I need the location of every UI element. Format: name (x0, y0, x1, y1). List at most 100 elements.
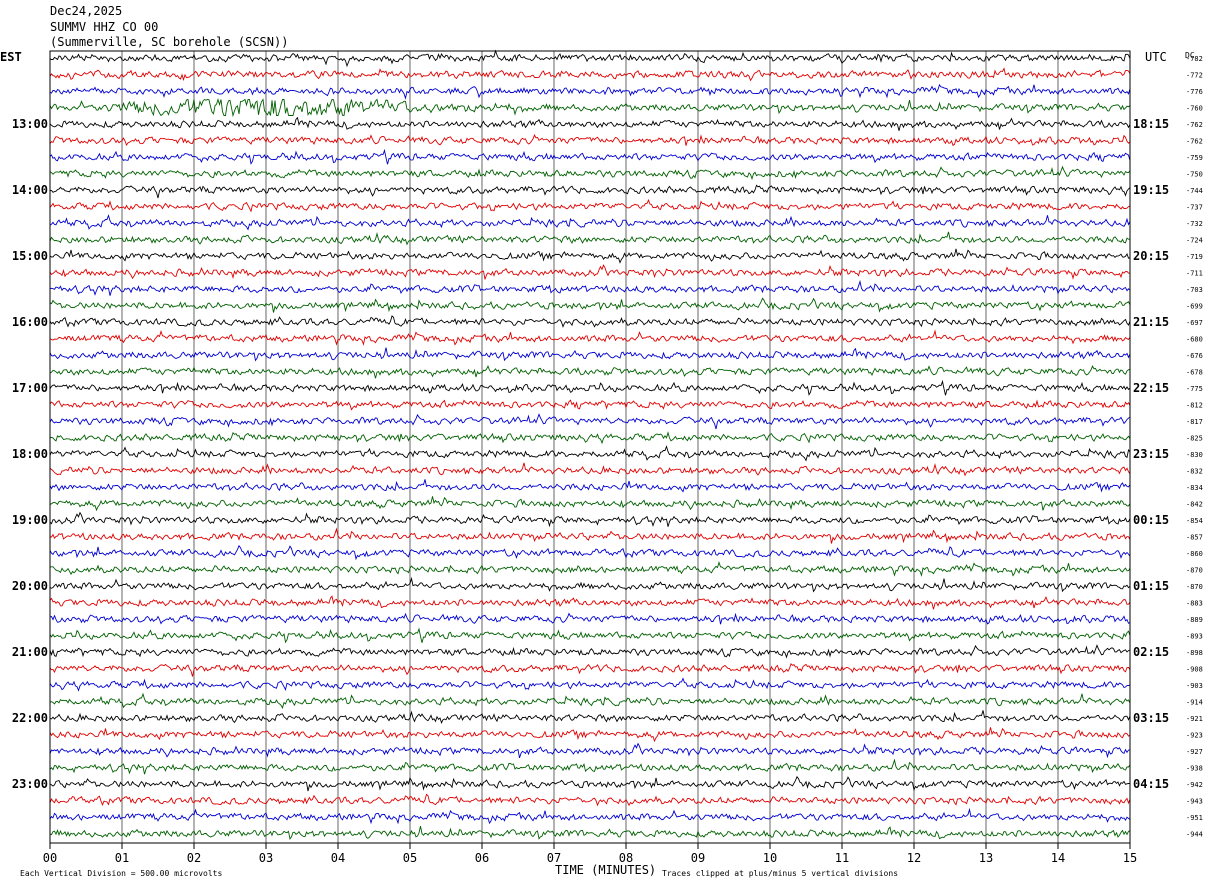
dc-offset-label: -711 (1186, 270, 1203, 278)
seismic-trace (49, 231, 1131, 246)
x-tick-label: 03 (259, 851, 273, 865)
x-tick-label: 10 (763, 851, 777, 865)
dc-offset-label: -825 (1186, 435, 1203, 443)
seismic-traces (49, 49, 1131, 841)
right-hour-label: 22:15 (1133, 381, 1169, 395)
left-hour-label: 18:00 (12, 447, 48, 461)
dc-offset-label: -943 (1186, 798, 1203, 806)
x-tick-label: 14 (1051, 851, 1065, 865)
seismic-trace (49, 758, 1131, 775)
x-tick-label: 07 (547, 851, 561, 865)
seismic-trace (49, 347, 1131, 362)
dc-offset-label: -938 (1186, 765, 1203, 773)
dc-label: DC (1185, 51, 1195, 60)
x-tick-labels: 00 01 02 03 04 05 06 07 08 09 10 11 12 13 14 15 (43, 843, 1137, 865)
seismic-trace (49, 742, 1131, 759)
right-hour-label: 04:15 (1133, 777, 1169, 791)
dc-offset-label: -772 (1186, 72, 1203, 80)
seismic-trace (49, 662, 1131, 677)
dc-offset-label: -842 (1186, 501, 1203, 509)
dc-offset-label: -860 (1186, 550, 1203, 558)
x-tick-label: 01 (115, 851, 129, 865)
clip-note: Traces clipped at plus/minus 5 vertical … (662, 869, 898, 878)
dc-offset-label: -737 (1186, 204, 1203, 212)
dc-offset-label: -759 (1186, 154, 1203, 162)
dc-offset-label: -830 (1186, 451, 1203, 459)
dc-offset-labels: -782 -772 -776 -760 -762 -762 -759 -750 -744 -737… (1186, 55, 1203, 839)
x-tick-label: 06 (475, 851, 489, 865)
right-hour-label: 02:15 (1133, 645, 1169, 659)
seismic-trace (49, 116, 1131, 131)
dc-offset-label: -697 (1186, 319, 1203, 327)
left-timezone-label: EST (0, 50, 22, 64)
dc-offset-label: -719 (1186, 253, 1203, 261)
seismic-trace (49, 462, 1131, 477)
dc-offset-label: -903 (1186, 682, 1203, 690)
dc-offset-label: -908 (1186, 666, 1203, 674)
x-tick-label: 02 (187, 851, 201, 865)
seismic-trace (49, 627, 1131, 644)
seismic-trace (49, 134, 1131, 147)
chart-header: Dec24,2025 SUMMV HHZ CO 00 (Summerville,… (50, 4, 288, 51)
seismic-trace (49, 527, 1131, 544)
right-hour-label: 00:15 (1133, 513, 1169, 527)
minute-gridlines (49, 51, 1131, 843)
left-hour-label: 14:00 (12, 183, 48, 197)
left-hour-label: 22:00 (12, 711, 48, 725)
dc-offset-label: -889 (1186, 616, 1203, 624)
dc-offset-label: -942 (1186, 781, 1203, 789)
x-tick-label: 00 (43, 851, 57, 865)
left-hour-label: 17:00 (12, 381, 48, 395)
seismic-trace (49, 297, 1131, 313)
seismic-trace (49, 807, 1131, 825)
x-tick-label: 05 (403, 851, 417, 865)
plot-frame (49, 50, 1131, 844)
right-hour-label: 23:15 (1133, 447, 1169, 461)
right-hour-labels: 18:15 19:15 20:15 21:15 22:15 23:15 00:15 01:15… (1133, 117, 1169, 791)
dc-offset-label: -883 (1186, 600, 1203, 608)
seismic-trace (49, 148, 1131, 165)
seismic-trace (49, 710, 1131, 725)
seismic-trace (49, 67, 1131, 82)
right-hour-label: 21:15 (1133, 315, 1169, 329)
seismic-trace (49, 479, 1131, 493)
seismic-trace (49, 198, 1131, 213)
seismic-trace (49, 399, 1131, 411)
x-tick-label: 08 (619, 851, 633, 865)
dc-offset-label: -951 (1186, 814, 1203, 822)
axis-labels: EST UTC DC TIME (MINUTES) Each Vertical … (0, 50, 1195, 878)
seismic-trace (49, 692, 1131, 710)
right-hour-label: 20:15 (1133, 249, 1169, 263)
x-tick-label: 12 (907, 851, 921, 865)
seismic-trace (49, 644, 1131, 659)
dc-offset-label: -724 (1186, 237, 1203, 245)
dc-offset-label: -812 (1186, 402, 1203, 410)
seismic-trace (49, 561, 1131, 577)
station-name: SUMMV HHZ CO 00 (50, 19, 159, 34)
dc-offset-label: -898 (1186, 649, 1203, 657)
x-tick-label: 13 (979, 851, 993, 865)
station-location: (Summerville, SC borehole (SCSN)) (50, 35, 289, 49)
dc-offset-label: -921 (1186, 715, 1203, 723)
dc-offset-label: -750 (1186, 171, 1203, 179)
dc-offset-label: -744 (1186, 187, 1203, 195)
x-axis-title: TIME (MINUTES) (555, 863, 656, 877)
left-hour-label: 15:00 (12, 249, 48, 263)
seismic-trace (49, 279, 1131, 296)
seismic-trace (49, 49, 1131, 68)
dc-offset-label: -676 (1186, 352, 1203, 360)
left-hour-label: 23:00 (12, 777, 48, 791)
seismic-trace (49, 413, 1131, 430)
scale-note: Each Vertical Division = 500.00 microvol… (20, 869, 222, 878)
seismic-trace (49, 214, 1131, 231)
x-tick-label: 15 (1123, 851, 1137, 865)
dc-offset-label: -914 (1186, 699, 1203, 707)
seismic-trace (49, 379, 1131, 396)
dc-offset-label: -760 (1186, 105, 1203, 113)
dc-offset-label: -857 (1186, 534, 1203, 542)
seismic-trace (49, 775, 1131, 792)
seismic-trace (49, 83, 1131, 100)
seismic-trace (49, 727, 1131, 743)
left-hour-label: 19:00 (12, 513, 48, 527)
